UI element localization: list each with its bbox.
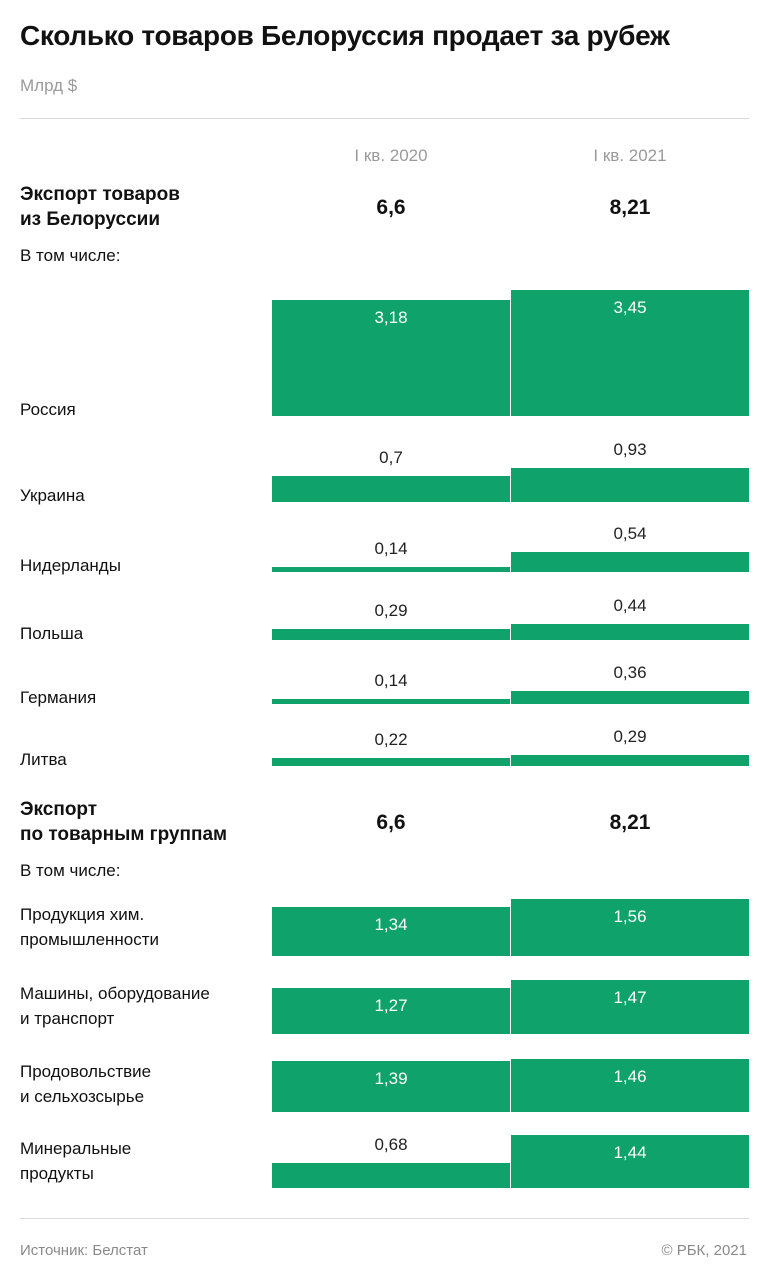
copyright: © РБК, 2021 (661, 1242, 747, 1259)
export-by-country-row-1-bar-2021 (511, 290, 749, 416)
export-by-goods-row-4-value-2021: 1,44 (613, 1143, 647, 1162)
export-by-goods-row-1-value-2020: 1,34 (374, 915, 408, 934)
top-divider (20, 118, 749, 119)
export-by-goods-row-2-bar-2021 (511, 980, 749, 1034)
export-by-goods-row-3-bar-2020 (272, 1061, 510, 1112)
export-by-country-row-2-value-2020: 0,7 (379, 448, 403, 467)
bottom-divider (20, 1218, 749, 1219)
export-by-country-row-1-bar-2020 (272, 300, 510, 416)
export-by-goods-row-1-bar-2020 (272, 907, 510, 956)
export-by-country-row-4-value-2020: 0,29 (374, 601, 408, 620)
export-by-goods-row-1-value-2021: 1,56 (613, 907, 647, 926)
export-by-country-row-1-label: Россия (20, 400, 76, 419)
export-by-goods-row-4-bar-2020 (272, 1163, 510, 1188)
export-by-goods-row-3-value-2020: 1,39 (374, 1069, 408, 1088)
export-by-country-row-6-value-2021: 0,29 (613, 727, 647, 746)
export-by-country-row-2-bar-2021 (511, 468, 749, 502)
export-by-country-total-2021: 8,21 (609, 196, 651, 219)
export-by-country-row-1-value-2020: 3,18 (374, 308, 408, 327)
export-by-country-row-5-value-2021: 0,36 (613, 663, 647, 682)
export-by-country-row-6-label: Литва (20, 750, 67, 769)
column-header-2020: I кв. 2020 (354, 146, 428, 165)
export-by-goods-row-2-value-2021: 1,47 (613, 988, 647, 1007)
chart-title: Сколько товаров Белоруссия продает за ру… (20, 20, 670, 51)
export-by-country-subheading: В том числе: (20, 246, 121, 265)
export-by-goods-row-1-bar-2021 (511, 899, 749, 956)
export-by-goods-row-1-label: Продукция хим. промышленности (20, 905, 160, 949)
export-by-goods-row-4-label: Минеральные продукты (20, 1139, 132, 1183)
export-by-country-row-4-value-2021: 0,44 (613, 596, 647, 615)
unit-label: Млрд $ (20, 76, 78, 95)
export-by-country-row-5-label: Германия (20, 688, 97, 707)
export-by-goods-row-2-label: Машины, оборудование и транспорт (20, 984, 210, 1028)
export-by-country-row-3-bar-2021 (511, 552, 749, 572)
export-by-goods-total-2021: 8,21 (609, 811, 651, 834)
source-note: Источник: Белстат (20, 1242, 148, 1259)
export-by-country-row-3-label: Нидерланды (20, 556, 121, 575)
export-by-country-row-3-bar-2020 (272, 567, 510, 572)
export-by-goods-total-2020: 6,6 (376, 811, 406, 834)
export-by-goods-row-4-bar-2021 (511, 1135, 749, 1188)
export-by-country-row-5-bar-2021 (511, 691, 749, 704)
export-by-country-row-2-bar-2020 (272, 476, 510, 502)
export-by-country-row-4-bar-2021 (511, 624, 749, 640)
export-by-country-row-2-label: Украина (20, 486, 85, 505)
export-by-country-row-6-value-2020: 0,22 (374, 730, 408, 749)
export-by-country-row-5-value-2020: 0,14 (374, 671, 408, 690)
export-by-country-heading: Экспорт товаров из Белоруссии (20, 184, 180, 230)
export-by-goods-row-2-bar-2020 (272, 988, 510, 1034)
export-by-goods-row-4-value-2020: 0,68 (374, 1135, 408, 1154)
export-by-goods-row-3-label: Продовольствие и сельхозсырье (20, 1062, 152, 1106)
export-by-country-row-6-bar-2021 (511, 755, 749, 766)
export-by-country-row-3-value-2020: 0,14 (374, 539, 408, 558)
export-by-country-row-4-bar-2020 (272, 629, 510, 640)
export-by-country-row-3-value-2021: 0,54 (613, 524, 647, 543)
export-by-country-row-6-bar-2020 (272, 758, 510, 766)
export-by-country-total-2020: 6,6 (376, 196, 406, 219)
export-by-country-row-1-value-2021: 3,45 (613, 298, 647, 317)
export-by-goods-row-3-value-2021: 1,46 (613, 1067, 647, 1086)
export-by-country-row-4-label: Польша (20, 624, 84, 643)
export-by-goods-subheading: В том числе: (20, 861, 121, 880)
export-by-goods-row-2-value-2020: 1,27 (374, 996, 408, 1015)
export-by-goods-row-3-bar-2021 (511, 1059, 749, 1112)
export-by-country-row-5-bar-2020 (272, 699, 510, 704)
export-by-country-row-2-value-2021: 0,93 (613, 440, 647, 459)
export-by-goods-heading: Экспорт по товарным группам (20, 799, 228, 845)
column-header-2021: I кв. 2021 (593, 146, 667, 165)
